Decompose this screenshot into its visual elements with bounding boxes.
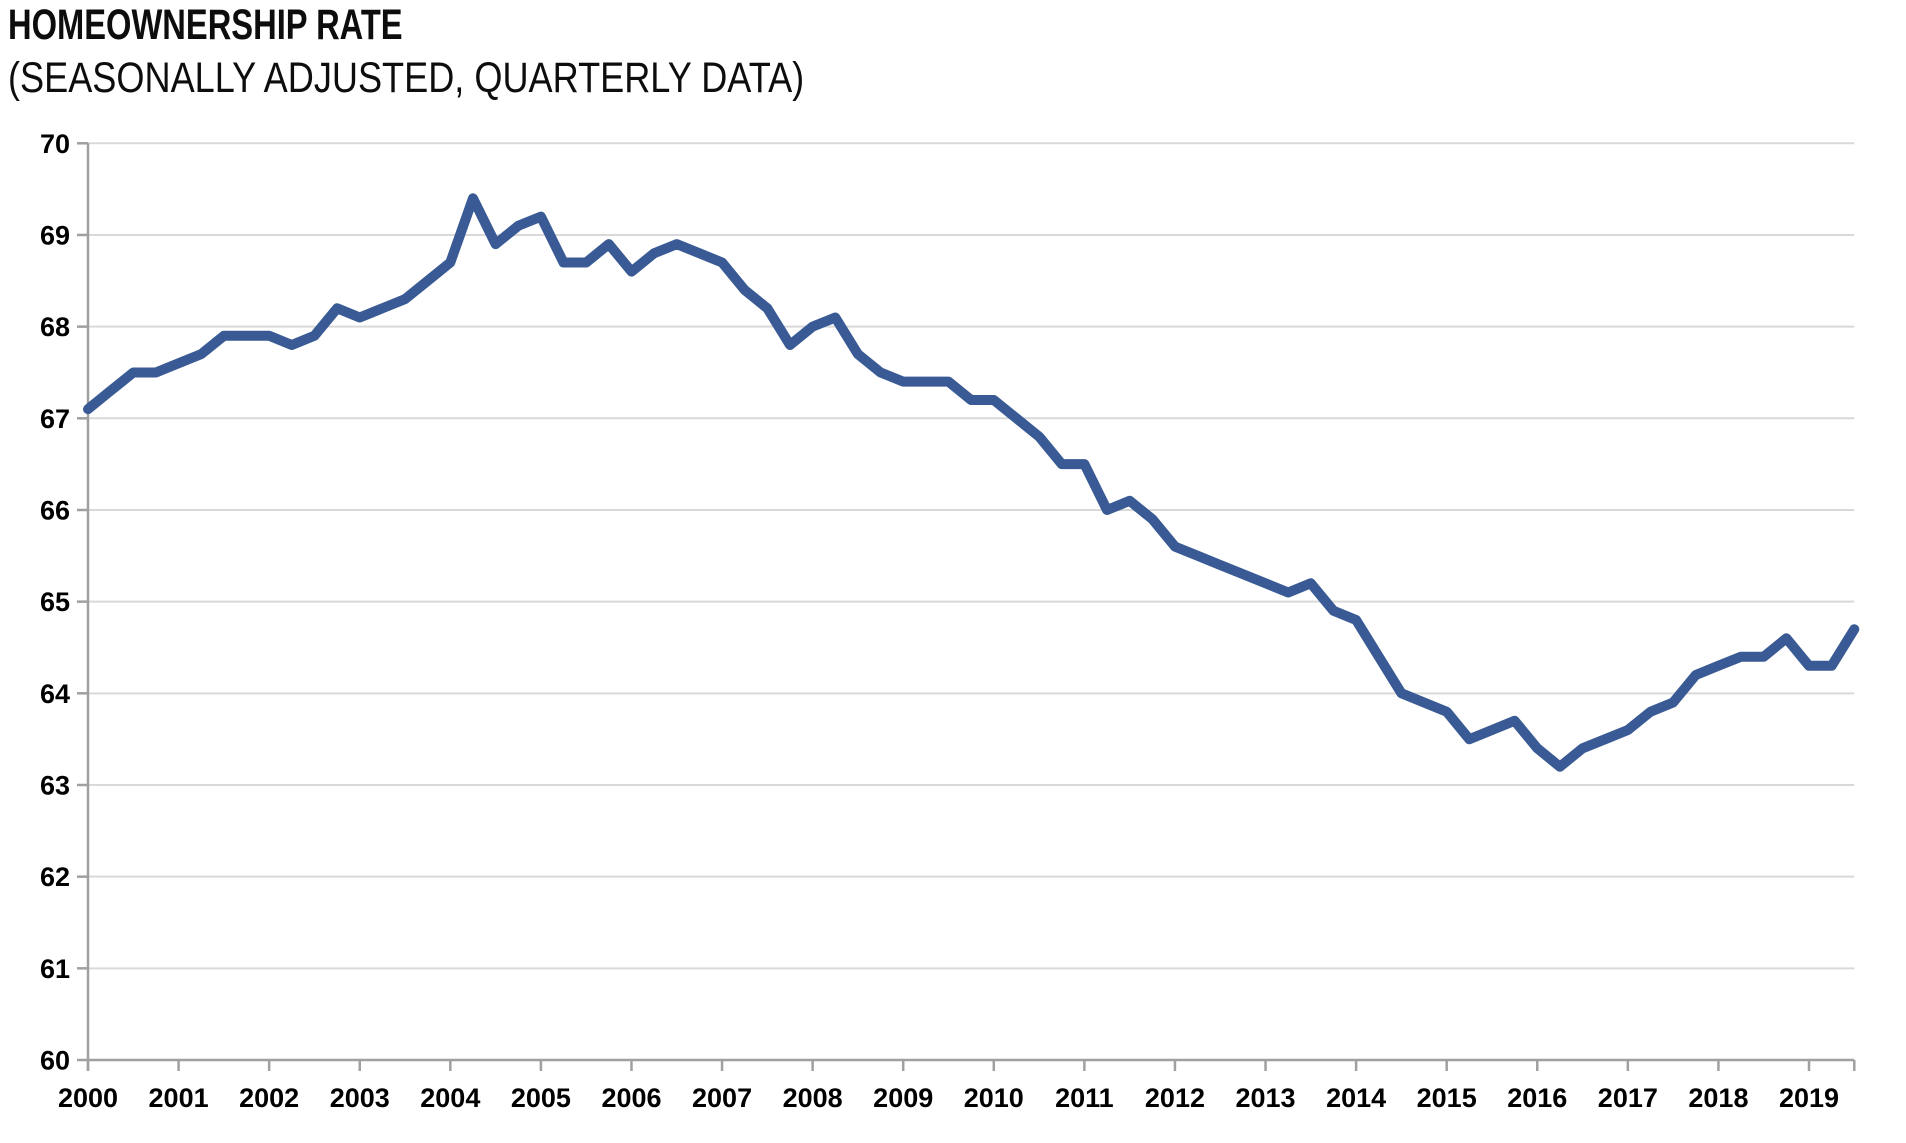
y-tick-label: 62: [40, 862, 70, 892]
chart-title: HOMEOWNERSHIP RATE: [8, 1, 403, 49]
x-tick-label: 2008: [783, 1083, 843, 1113]
y-tick-label: 65: [40, 587, 70, 617]
gridlines: [88, 142, 1855, 970]
x-tick-label: 2000: [58, 1083, 118, 1113]
x-tick-label: 2019: [1779, 1083, 1839, 1113]
x-tick-label: 2015: [1417, 1083, 1477, 1113]
y-axis-labels: 70 69 68 67 66 65 64 63 62 61 60: [40, 129, 88, 1076]
y-tick-label: 70: [40, 129, 70, 159]
x-tick-label: 2006: [601, 1083, 661, 1113]
x-tick-label: 2007: [692, 1083, 752, 1113]
x-tick-label: 2005: [511, 1083, 571, 1113]
y-tick-label: 69: [40, 220, 70, 250]
x-tick-label: 2018: [1688, 1083, 1748, 1113]
x-tick-label: 2002: [239, 1083, 299, 1113]
chart-subtitle: (SEASONALLY ADJUSTED, QUARTERLY DATA): [8, 54, 805, 102]
y-tick-label: 61: [40, 954, 70, 984]
x-tick-label: 2003: [330, 1083, 390, 1113]
x-tick-label: 2009: [873, 1083, 933, 1113]
x-tick-label: 2013: [1235, 1083, 1295, 1113]
x-tick-label: 2004: [420, 1083, 480, 1113]
y-tick-label: 64: [40, 679, 70, 709]
x-tick-label: 2012: [1145, 1083, 1205, 1113]
rate-line: [83, 193, 1860, 772]
y-tick-label: 66: [40, 495, 70, 525]
x-tick-label: 2016: [1507, 1083, 1567, 1113]
axes: [86, 143, 1855, 1070]
x-tick-label: 2001: [149, 1083, 209, 1113]
x-tick-label: 2017: [1598, 1083, 1658, 1113]
x-axis-labels: 2000 2001 2002 2003 2004 2005 2006 2007 2008 2009…: [58, 1060, 1856, 1113]
x-tick-label: 2010: [964, 1083, 1024, 1113]
y-tick-label: 67: [40, 404, 70, 434]
x-tick-label: 2014: [1326, 1083, 1386, 1113]
x-tick-label: 2011: [1055, 1083, 1114, 1113]
y-tick-label: 60: [40, 1046, 70, 1076]
y-tick-label: 68: [40, 312, 70, 342]
y-tick-label: 63: [40, 770, 70, 800]
